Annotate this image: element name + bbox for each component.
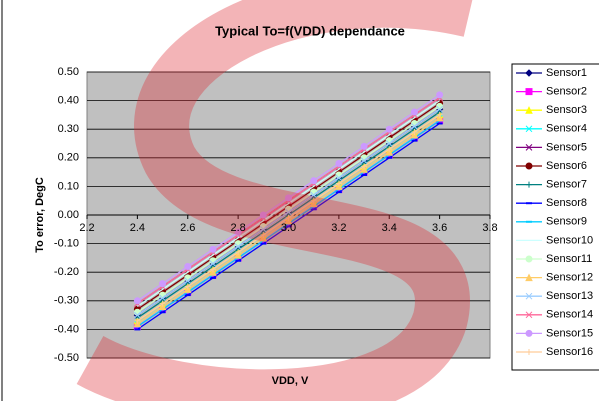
- y-tick-label: 0.10: [58, 180, 79, 192]
- marker: [361, 143, 367, 149]
- x-tick-label: 3.0: [281, 222, 296, 234]
- x-tick-label: 2.6: [180, 222, 195, 234]
- x-tick-label: 2.4: [130, 222, 145, 234]
- y-tick-label: 0.40: [58, 95, 79, 107]
- legend-label: Sensor14: [546, 309, 593, 321]
- legend-label: Sensor6: [546, 160, 587, 172]
- y-tick-label: -0.30: [54, 295, 79, 307]
- chart: Typical To=f(VDD) dependance VDD, V To e…: [0, 0, 599, 401]
- legend-label: Sensor4: [546, 123, 587, 135]
- legend-marker: [526, 256, 532, 262]
- marker: [437, 103, 443, 109]
- legend-label: Sensor13: [546, 290, 593, 302]
- marker: [437, 92, 443, 98]
- y-tick-label: 0.00: [58, 209, 79, 221]
- legend-label: Sensor2: [546, 86, 587, 98]
- x-tick-label: 2.8: [230, 222, 245, 234]
- marker: [386, 126, 392, 132]
- y-tick-label: -0.40: [54, 323, 79, 335]
- legend-label: Sensor11: [546, 253, 592, 265]
- marker: [210, 246, 216, 252]
- legend-label: Sensor5: [546, 141, 587, 153]
- legend-marker: [526, 163, 532, 169]
- legend-label: Sensor10: [546, 234, 593, 246]
- x-tick-label: 2.2: [79, 222, 94, 234]
- x-axis-title: VDD, V: [272, 375, 309, 387]
- legend-label: Sensor15: [546, 327, 593, 339]
- marker: [185, 263, 191, 269]
- x-tick-label: 3.2: [331, 222, 346, 234]
- legend-label: Sensor12: [546, 272, 593, 284]
- y-tick-label: -0.20: [54, 266, 79, 278]
- marker: [411, 109, 417, 115]
- x-tick-label: 3.6: [432, 222, 447, 234]
- legend-label: Sensor8: [546, 197, 587, 209]
- y-tick-label: -0.50: [54, 352, 79, 364]
- legend-label: Sensor1: [546, 67, 587, 79]
- x-tick-label: 3.4: [382, 222, 397, 234]
- page: Typical To=f(VDD) dependance VDD, V To e…: [0, 0, 599, 401]
- marker: [134, 298, 140, 304]
- legend-label: Sensor16: [546, 346, 593, 358]
- legend-marker: [526, 330, 532, 336]
- legend-label: Sensor7: [546, 179, 587, 191]
- legend-label: Sensor3: [546, 104, 587, 116]
- y-tick-label: -0.10: [54, 238, 79, 250]
- marker: [160, 281, 166, 287]
- y-axis-title: To error, DegC: [34, 177, 46, 253]
- x-tick-label: 3.8: [482, 222, 497, 234]
- y-tick-label: 0.30: [58, 123, 79, 135]
- legend-label: Sensor9: [546, 216, 587, 228]
- chart-title: Typical To=f(VDD) dependance: [215, 23, 405, 38]
- legend-marker: [526, 89, 532, 95]
- marker: [336, 161, 342, 167]
- marker: [311, 178, 317, 184]
- y-tick-label: 0.20: [58, 152, 79, 164]
- y-tick-label: 0.50: [58, 66, 79, 78]
